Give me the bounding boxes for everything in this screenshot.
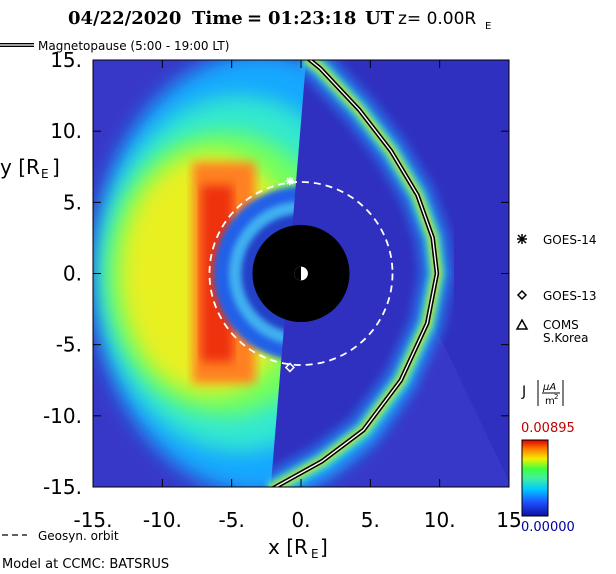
xlabel-sub: E [311, 547, 319, 561]
y-tick-label: 15. [50, 48, 82, 72]
x-tick-label: 0. [291, 508, 310, 532]
colorbar-unit-den-sup: 2 [554, 393, 558, 401]
colorbar-unit-den: m [545, 396, 555, 407]
ylabel-sub: E [41, 167, 49, 181]
y-tick-label: 0. [63, 262, 82, 286]
overlays [208, 60, 509, 487]
x-tick-label: -10. [143, 508, 182, 532]
asterisk-stroke [286, 177, 294, 185]
y-axis-label: y [R E ] [0, 155, 60, 181]
plot-area [93, 60, 509, 487]
colorbar-unit-num: μA [542, 382, 556, 393]
x-tick-label: -15. [73, 508, 112, 532]
orbit-legend: Geosyn. orbit [2, 529, 119, 543]
legend-coms-country: S.Korea [543, 331, 588, 345]
asterisk-icon [517, 234, 527, 244]
colorbar-max: 0.00895 [521, 421, 575, 436]
colorbar-label: J [521, 384, 526, 400]
x-tick-label: 10. [424, 508, 456, 532]
y-tick-label: -15. [43, 475, 82, 499]
footer-model: Model at CCMC: BATSRUS [2, 557, 169, 572]
x-tick-label: 15 [496, 508, 521, 532]
xlabel-close: ] [320, 535, 328, 559]
y-tick-label: 10. [50, 119, 82, 143]
x-axis: -15. -10. -5. 0. 5. 10. 15 [73, 60, 522, 532]
title-time-label: Time [192, 8, 243, 29]
ylabel-text: y [R [0, 155, 40, 179]
legend-magnetopause-label: Magnetopause (5:00 - 19:00 LT) [38, 39, 229, 53]
x-tick-label: -5. [219, 508, 245, 532]
chart-title: 04/22/2020 Time = 01:23:18 UT z= 0.00R E [68, 8, 491, 32]
legend-goes13: GOES-13 [543, 289, 597, 303]
triangle-icon [515, 318, 529, 330]
goes14-marker [285, 176, 294, 185]
y-tick-label: 5. [63, 190, 82, 214]
x-tick-label: 5. [361, 508, 380, 532]
title-time-value: 01:23:18 [268, 8, 356, 29]
title-date: 04/22/2020 [68, 8, 181, 29]
y-tick-label: -10. [43, 404, 82, 428]
ylabel-close: ] [52, 155, 60, 179]
earth-marker-night [294, 266, 301, 281]
colorbar-min: 0.00000 [521, 520, 575, 535]
x-axis-label: x [R E ] [268, 535, 328, 561]
geosynchronous-orbit [208, 181, 394, 366]
magnetopause-legend: Magnetopause (5:00 - 19:00 LT) [0, 39, 229, 53]
colorbar-gradient [521, 439, 549, 517]
colorbar: J μA m 2 0.00895 0.00000 [521, 380, 575, 535]
goes13-marker [284, 362, 295, 373]
y-axis: 15. 10. 5. 0. -5. -10. -15. [43, 48, 509, 499]
orbit-legend-label: Geosyn. orbit [38, 529, 119, 543]
satellite-legend: GOES-14 GOES-13 COMS S.Korea [515, 233, 597, 345]
title-z-label: z= 0.00R [398, 9, 476, 29]
legend-coms: COMS [543, 318, 579, 332]
title-time-unit: UT [365, 8, 395, 29]
magnetopause-inner [274, 60, 438, 487]
title-equals: = [247, 8, 262, 29]
diamond-icon [516, 289, 528, 301]
legend-goes14: GOES-14 [543, 233, 597, 247]
xlabel-text: x [R [268, 535, 308, 559]
y-tick-label: -5. [56, 333, 82, 357]
title-z-sub: E [485, 21, 491, 32]
solar-wind-region [270, 60, 509, 487]
